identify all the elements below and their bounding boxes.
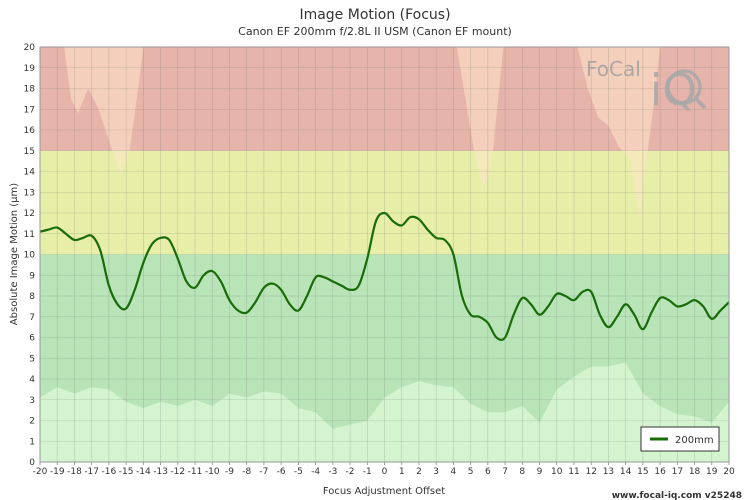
x-tick-label: 9 bbox=[537, 467, 543, 477]
x-tick-label: 2 bbox=[416, 467, 422, 477]
logo-magnifier-icon bbox=[666, 69, 707, 110]
x-tick-label: 7 bbox=[502, 467, 508, 477]
x-tick-label: 17 bbox=[672, 467, 683, 477]
x-tick-label: -6 bbox=[277, 467, 286, 477]
x-tick-label: -9 bbox=[225, 467, 234, 477]
x-tick-label: -5 bbox=[294, 467, 303, 477]
x-tick-label: 19 bbox=[706, 467, 718, 477]
y-tick-label: 19 bbox=[24, 64, 36, 74]
y-tick-label: 6 bbox=[29, 334, 35, 344]
x-tick-label: -11 bbox=[188, 467, 203, 477]
x-tick-label: -18 bbox=[67, 467, 82, 477]
x-tick-label: 3 bbox=[433, 467, 439, 477]
x-axis-ticks: -20 -19 -18 -17 -16 -15 -14 -13 -12 -11 -10 -9 -8 -7-… bbox=[33, 462, 735, 477]
x-axis-label: Focus Adjustment Offset bbox=[323, 486, 445, 497]
x-tick-label: 20 bbox=[723, 467, 735, 477]
y-tick-label: 0 bbox=[29, 458, 35, 468]
x-tick-label: -10 bbox=[205, 467, 220, 477]
logo-handle bbox=[693, 96, 707, 110]
x-tick-label: -15 bbox=[119, 467, 134, 477]
x-tick-label: 6 bbox=[485, 467, 491, 477]
x-tick-label: -17 bbox=[84, 467, 99, 477]
x-tick-label: 12 bbox=[585, 467, 596, 477]
upper-variance-shading bbox=[577, 47, 661, 222]
y-tick-label: 5 bbox=[29, 354, 35, 364]
y-tick-label: 7 bbox=[29, 313, 35, 323]
x-tick-label: -12 bbox=[170, 467, 185, 477]
x-tick-label: 5 bbox=[468, 467, 474, 477]
legend: 200mm bbox=[640, 426, 720, 452]
lower-variance-shading bbox=[40, 362, 729, 462]
legend-entry-200mm: 200mm bbox=[675, 435, 714, 446]
y-tick-label: 8 bbox=[29, 292, 35, 302]
x-tick-label: 14 bbox=[620, 467, 632, 477]
y-tick-label: 18 bbox=[24, 85, 36, 95]
logo-lens bbox=[666, 69, 702, 105]
x-tick-label: -1 bbox=[363, 467, 372, 477]
x-tick-label: 4 bbox=[451, 467, 457, 477]
x-tick-label: -16 bbox=[102, 467, 117, 477]
x-tick-label: -2 bbox=[346, 467, 355, 477]
chart-subtitle: Canon EF 200mm f/2.8L II USM (Canon EF m… bbox=[238, 25, 512, 38]
confidence-shading bbox=[40, 47, 729, 462]
x-tick-label: 16 bbox=[654, 467, 666, 477]
y-tick-label: 20 bbox=[24, 43, 36, 53]
x-tick-label: 11 bbox=[568, 467, 579, 477]
y-tick-label: 14 bbox=[24, 168, 36, 178]
x-tick-label: -7 bbox=[259, 467, 268, 477]
series-layer bbox=[40, 211, 729, 341]
y-tick-label: 12 bbox=[24, 209, 35, 219]
x-tick-label: 13 bbox=[603, 467, 614, 477]
grid-lines bbox=[39, 46, 730, 463]
x-tick-label: 10 bbox=[551, 467, 563, 477]
x-tick-label: -14 bbox=[136, 467, 151, 477]
x-tick-label: 15 bbox=[637, 467, 648, 477]
x-tick-label: 8 bbox=[519, 467, 525, 477]
y-tick-label: 1 bbox=[29, 437, 35, 447]
y-tick-label: 11 bbox=[24, 230, 35, 240]
y-tick-label: 3 bbox=[29, 396, 35, 406]
y-tick-label: 13 bbox=[24, 188, 35, 198]
band-caution bbox=[40, 150, 729, 255]
series-line-200mm bbox=[40, 211, 729, 341]
y-tick-label: 17 bbox=[24, 105, 35, 115]
y-tick-label: 16 bbox=[24, 126, 36, 136]
logo-text-focal: FoCal bbox=[586, 57, 641, 81]
x-tick-label: -8 bbox=[242, 467, 251, 477]
x-tick-label: 1 bbox=[399, 467, 405, 477]
y-tick-label: 10 bbox=[24, 251, 36, 261]
y-tick-label: 2 bbox=[29, 417, 35, 427]
x-tick-label: 0 bbox=[382, 467, 388, 477]
y-tick-label: 4 bbox=[29, 375, 35, 385]
x-tick-label: -3 bbox=[328, 467, 337, 477]
x-tick-label: -19 bbox=[50, 467, 65, 477]
y-axis-label: Absolute Image Motion (µm) bbox=[9, 183, 20, 325]
upper-variance-shading bbox=[456, 47, 504, 187]
chart-title: Image Motion (Focus) bbox=[299, 7, 450, 23]
y-tick-label: 9 bbox=[29, 271, 35, 281]
x-tick-label: -20 bbox=[33, 467, 48, 477]
y-tick-label: 15 bbox=[24, 147, 35, 157]
x-tick-label: -13 bbox=[153, 467, 168, 477]
upper-variance-shading bbox=[64, 47, 144, 176]
x-tick-label: -4 bbox=[311, 467, 320, 477]
footer-credit: www.focal-iq.com v25248 bbox=[612, 491, 742, 500]
x-tick-label: 18 bbox=[689, 467, 701, 477]
